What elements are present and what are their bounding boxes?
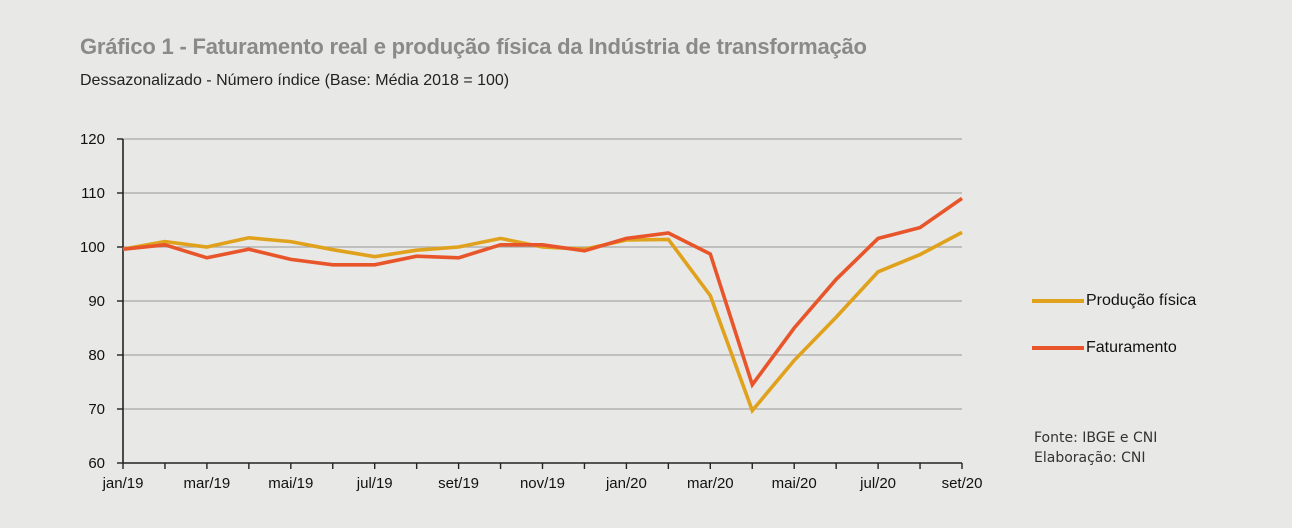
legend-label-faturamento: Faturamento <box>1086 339 1177 356</box>
x-tick-label-nov-19: nov/19 <box>520 475 565 492</box>
y-tick-label-60: 60 <box>88 455 105 472</box>
x-tick-label-mai-20: mai/20 <box>772 475 817 492</box>
x-tick-label-mar-20: mar/20 <box>687 475 734 492</box>
x-tick-label-mai-19: mai/19 <box>268 475 313 492</box>
legend-swatch-faturamento <box>1032 346 1084 350</box>
x-tick-label-set-20: set/20 <box>942 475 983 492</box>
chart-subtitle: Dessazonalizado - Número índice (Base: M… <box>80 72 510 89</box>
y-tick-label-110: 110 <box>81 185 105 202</box>
series-line-faturamento <box>122 196 964 389</box>
y-tick-label-70: 70 <box>88 401 105 418</box>
legend-item-producao: Produção física <box>1032 290 1196 312</box>
x-tick-label-jan-20: jan/20 <box>605 475 647 492</box>
y-tick-label-80: 80 <box>88 347 105 364</box>
credit-line: Elaboração: CNI <box>1034 450 1146 466</box>
y-tick-label-100: 100 <box>80 239 105 256</box>
chart-title: Gráfico 1 - Faturamento real e produção … <box>80 34 867 59</box>
y-tick-label-90: 90 <box>88 293 105 310</box>
legend-label-producao: Produção física <box>1086 292 1197 309</box>
y-tick-label-120: 120 <box>80 131 105 148</box>
x-tick-label-jul-20: jul/20 <box>859 475 896 492</box>
x-tick-label-set-19: set/19 <box>438 475 479 492</box>
legend-item-faturamento: Faturamento <box>1032 337 1177 359</box>
series-line-producao-fisica <box>122 230 963 415</box>
legend-swatch-producao <box>1032 299 1084 303</box>
source-line: Fonte: IBGE e CNI <box>1034 430 1158 446</box>
chart-source: Fonte: IBGE e CNI Elaboração: CNI <box>1034 428 1157 468</box>
x-tick-label-mar-19: mar/19 <box>184 475 231 492</box>
x-tick-label-jul-19: jul/19 <box>356 475 393 492</box>
x-tick-label-jan-19: jan/19 <box>102 475 144 492</box>
